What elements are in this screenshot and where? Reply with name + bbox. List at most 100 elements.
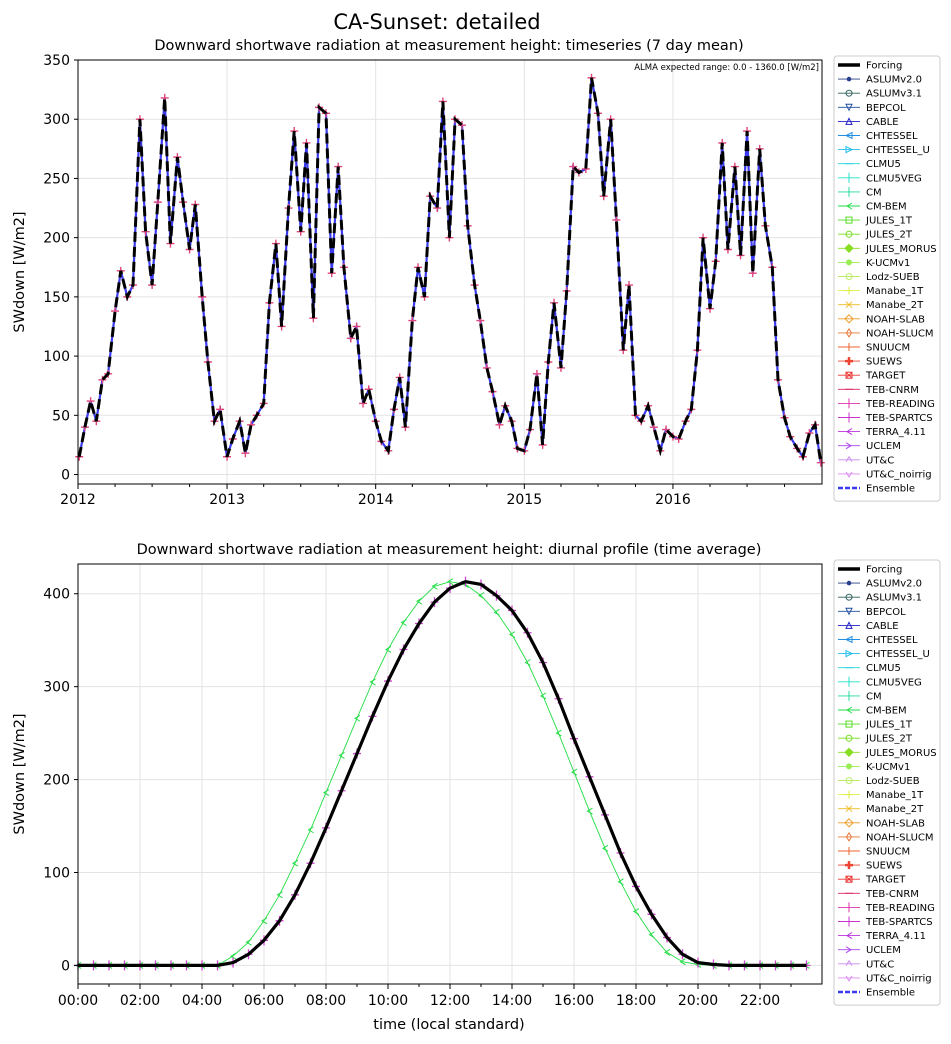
legend-label: SNUUCM: [866, 343, 910, 354]
legend-label: TERRA_4.11: [865, 931, 926, 942]
diurnal-xtick-label: 18:00: [616, 993, 656, 1009]
legend-label: UT&C_noirrig: [866, 973, 932, 984]
legend-item-chtessel-u: CHTESSEL_U: [838, 145, 930, 156]
diurnal-xtick-label: 02:00: [120, 993, 160, 1009]
legend-label: ASLUMv2.0: [866, 75, 922, 86]
legend-item-teb-cnrm: TEB-CNRM: [838, 889, 919, 900]
legend-item-manabe-2t: Manabe_2T: [838, 804, 924, 815]
legend-item-suews: SUEWS: [838, 357, 902, 368]
legend-item-ensemble: Ensemble: [838, 988, 915, 999]
diurnal-cm-bem-marker: [307, 826, 314, 834]
legend-marker: [845, 343, 853, 351]
legend-item-jules-morus: JULES_MORUS: [838, 243, 937, 255]
diurnal-cm-bem-marker: [648, 931, 655, 939]
legend-label: TEB-CNRM: [865, 385, 919, 396]
diurnal-cm-bem-marker: [617, 878, 624, 886]
legend-item-noah-slucm: NOAH-SLUCM: [838, 327, 934, 339]
diurnal-panel: Downward shortwave radiation at measurem…: [12, 542, 941, 1033]
diurnal-ylabel: SWdown [W/m2]: [12, 713, 28, 834]
diurnal-ytick-label: 0: [61, 958, 70, 974]
legend-item-terra-4-11: TERRA_4.11: [838, 931, 926, 942]
legend-marker: [846, 202, 853, 210]
legend-item-clmu5: CLMU5: [838, 663, 901, 674]
legend-item-cm: CM: [838, 690, 882, 702]
timeseries-xtick-label: 2015: [506, 492, 542, 508]
diurnal-cm-bem-marker: [524, 659, 531, 666]
diurnal-xtick-label: 06:00: [244, 993, 284, 1009]
legend-marker: [845, 230, 853, 238]
diurnal-cm-bem-marker: [586, 807, 593, 815]
legend-label: UT&C_noirrig: [866, 469, 932, 480]
legend-marker: [845, 649, 854, 658]
legend-marker: [845, 875, 853, 883]
timeseries-ytick-label: 150: [43, 290, 70, 306]
legend-marker: [846, 259, 852, 266]
legend-item-cable: CABLE: [838, 621, 899, 632]
legend-item-teb-spartcs: TEB-SPARTCS: [838, 916, 933, 928]
diurnal-title: Downward shortwave radiation at measurem…: [137, 542, 762, 558]
timeseries-forcing-line: [77, 77, 823, 463]
timeseries-title: Downward shortwave radiation at measurem…: [154, 38, 743, 54]
diurnal-xtick-label: 08:00: [306, 993, 346, 1009]
timeseries-xtick-label: 2012: [60, 492, 96, 508]
legend-label: Ensemble: [866, 484, 915, 495]
legend-label: CABLE: [866, 621, 899, 632]
legend-item-noah-slab: NOAH-SLAB: [838, 818, 925, 829]
legend-item-snuucm: SNUUCM: [838, 343, 910, 354]
timeseries-xtick-label: 2016: [655, 492, 691, 508]
diurnal-cm-bem-marker: [679, 958, 686, 966]
legend-marker: [844, 635, 853, 644]
timeseries-model-line: [78, 77, 822, 463]
legend-label: NOAH-SLUCM: [866, 832, 934, 843]
legend-marker: [845, 720, 853, 728]
legend-marker: [845, 273, 853, 280]
legend-item-noah-slab: NOAH-SLAB: [838, 314, 925, 325]
legend-item-clmu5veg: CLMU5VEG: [838, 172, 922, 184]
legend-label: NOAH-SLUCM: [866, 328, 934, 339]
legend-item-jules-2t: JULES_2T: [838, 230, 913, 241]
legend-item-jules-1t: JULES_1T: [838, 216, 913, 227]
legend-label: Lodz-SUEB: [866, 272, 920, 283]
legend-marker: [845, 875, 853, 883]
diurnal-cm-bem-marker: [633, 908, 640, 915]
timeseries-model-marker: [458, 121, 467, 130]
legend-item-jules-2t: JULES_2T: [838, 734, 913, 745]
diurnal-cm-bem-marker: [540, 692, 547, 700]
legend-item-clmu5: CLMU5: [838, 159, 901, 170]
legend-label: Manabe_2T: [866, 804, 924, 815]
legend-item-suews: SUEWS: [838, 861, 902, 872]
alma-range-note: ALMA expected range: 0.0 - 1360.0 [W/m2]: [634, 63, 819, 73]
diurnal-cm-bem-marker: [555, 729, 562, 737]
diurnal-ytick-label: 400: [43, 587, 70, 603]
legend-item-forcing: Forcing: [838, 565, 902, 576]
legend-item-aslumv3-1: ASLUMv3.1: [838, 89, 922, 100]
diurnal-cm-bem-marker: [400, 619, 407, 626]
diurnal-cm-bem-marker: [385, 646, 392, 653]
diurnal-cm-bem-marker: [431, 582, 438, 590]
diurnal-xlabel: time (local standard): [373, 1017, 524, 1033]
diurnal-legend: Forcing ASLUMv2.0 ASLUMv3.1 BEPCOL CABLE CHTE…: [833, 559, 941, 1006]
diurnal-xtick-label: 00:00: [58, 993, 98, 1009]
legend-marker: [846, 932, 853, 940]
diurnal-cm-bem-marker: [478, 592, 485, 600]
legend-item-aslumv3-1: ASLUMv3.1: [838, 593, 922, 604]
legend-label: CM-BEM: [866, 202, 907, 213]
legend-label: TERRA_4.11: [865, 427, 926, 438]
legend-label: TEB-READING: [865, 399, 935, 410]
legend-marker: [846, 580, 852, 586]
legend-marker: [844, 314, 854, 324]
legend-label: JULES_1T: [865, 216, 913, 227]
legend-item-cm-bem: CM-BEM: [838, 202, 907, 213]
legend-item-ut-c: UT&C: [838, 455, 894, 466]
legend-marker: [846, 428, 853, 436]
timeseries-ytick-label: 350: [43, 53, 70, 69]
diurnal-cm-bem-marker: [323, 789, 330, 797]
legend-marker: [844, 131, 853, 140]
timeseries-legend-box: [833, 55, 941, 502]
legend-marker: [846, 763, 852, 770]
legend-label: Lodz-SUEB: [866, 776, 920, 787]
legend-label: TEB-SPARTCS: [865, 917, 933, 928]
legend-marker: [845, 621, 853, 629]
legend-marker: [845, 734, 853, 742]
legend-marker: [845, 89, 853, 97]
